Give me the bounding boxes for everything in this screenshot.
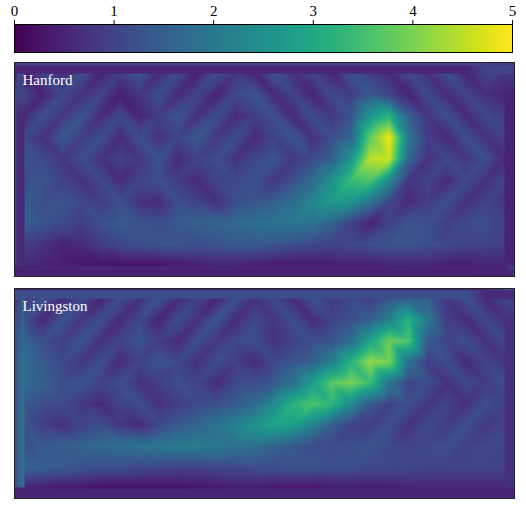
svg-text:4: 4 (409, 3, 417, 19)
svg-text:Livingston: Livingston (23, 298, 89, 314)
svg-text:3: 3 (310, 3, 318, 19)
svg-text:1: 1 (110, 3, 118, 19)
svg-text:0: 0 (11, 3, 19, 19)
svg-text:2: 2 (210, 3, 218, 19)
svg-text:Hanford: Hanford (23, 72, 73, 88)
svg-text:5: 5 (509, 3, 517, 19)
